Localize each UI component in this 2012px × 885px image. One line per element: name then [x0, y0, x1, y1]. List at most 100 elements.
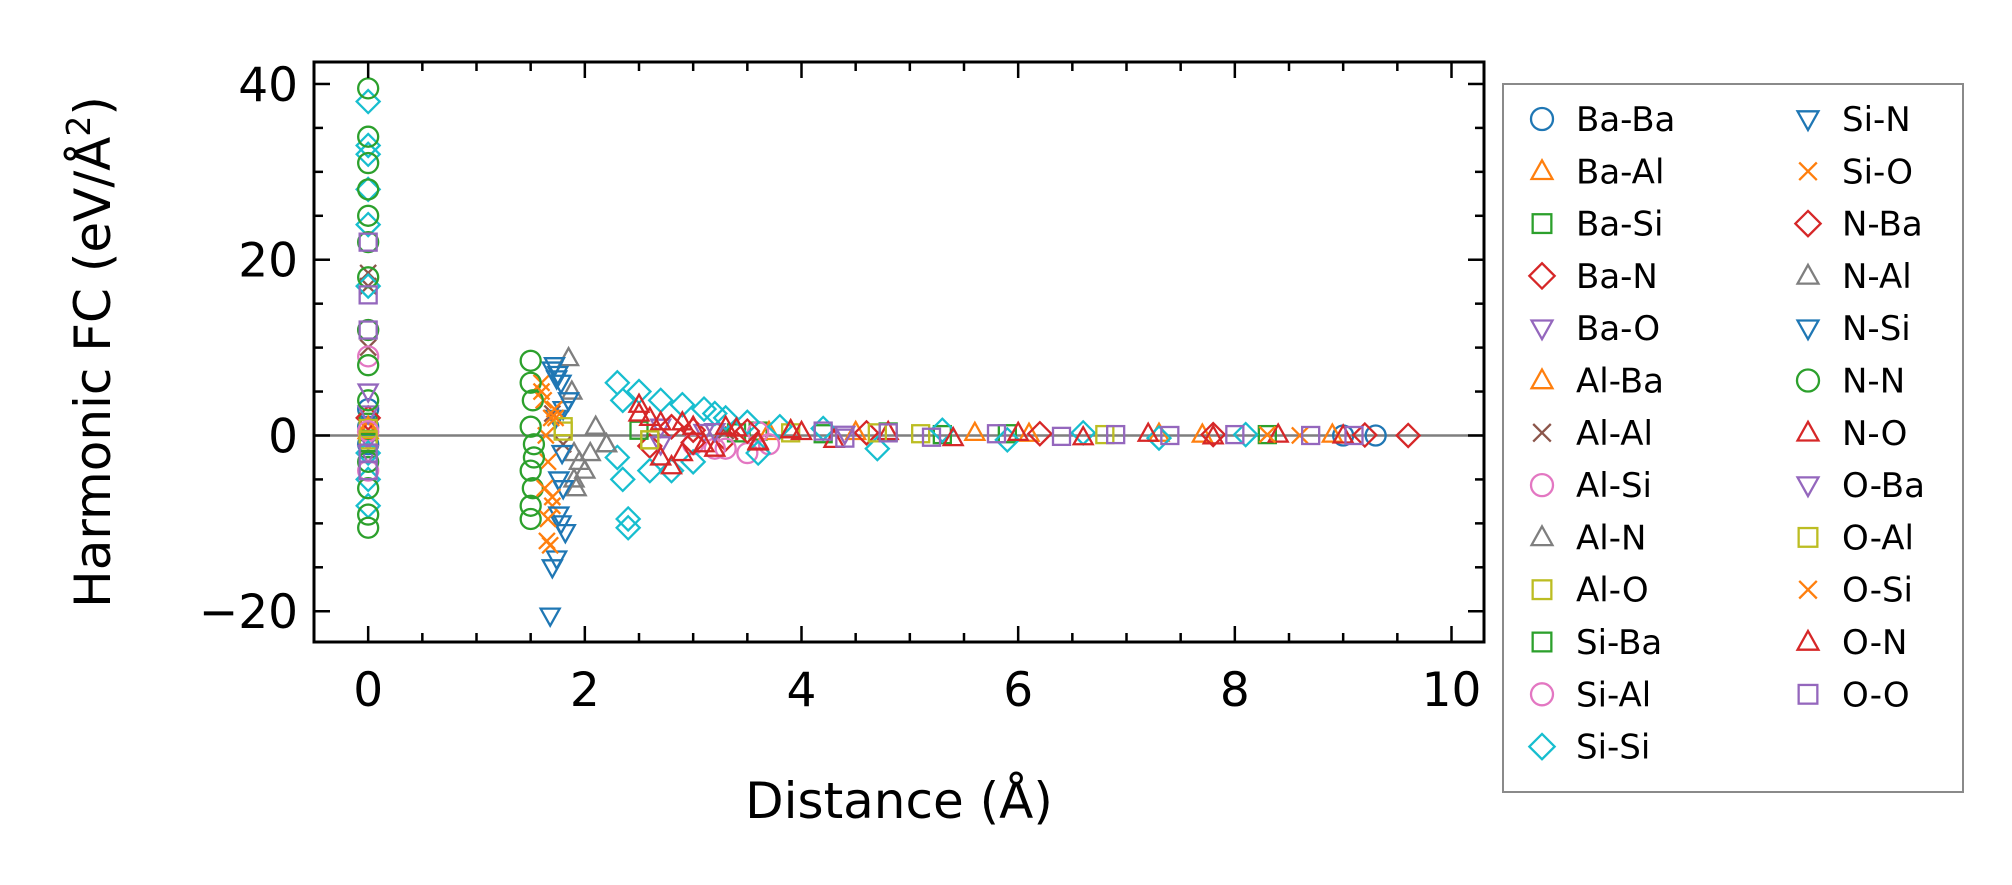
- legend-marker: [1531, 631, 1553, 653]
- legend: Ba-Ba Ba-Al Ba-Si Ba-N Ba-O Al-Ba Al-Al Al-Si Al…: [1502, 83, 1964, 793]
- legend-entry-o-al: O-Al: [1797, 518, 1914, 558]
- point-o-o: [813, 421, 833, 441]
- point-n-n: [519, 494, 542, 517]
- legend-entry-o-n: O-N: [1795, 623, 1907, 663]
- point-si-si: [615, 505, 642, 533]
- point-si-si: [355, 176, 382, 203]
- point-o-n: [670, 409, 694, 431]
- point-o-o: [1051, 426, 1072, 447]
- legend-entry-n-al: N-Al: [1795, 257, 1912, 297]
- series-o-n: [627, 401, 813, 466]
- point-o-al: [867, 423, 887, 443]
- point-o-o: [358, 460, 378, 481]
- legend-label: Ba-Ba: [1576, 100, 1675, 140]
- point-n-si: [557, 392, 581, 413]
- axis-ticks: [314, 62, 1484, 642]
- point-al-o: [781, 423, 801, 443]
- series-n-al: [562, 414, 618, 488]
- plot-frame: [312, 60, 1486, 644]
- x-tick-label: 0: [353, 663, 383, 718]
- series-o-o: [358, 232, 1364, 481]
- legend-label: Si-Al: [1576, 675, 1651, 715]
- point-n-n: [519, 507, 542, 531]
- legend-entry-o-si: O-Si: [1798, 571, 1913, 611]
- point-n-n: [357, 450, 380, 473]
- legend-entry-si-n: Si-N: [1795, 100, 1911, 140]
- point-n-o: [627, 392, 651, 413]
- legend-marker: [1529, 472, 1555, 498]
- point-si-si: [994, 426, 1021, 454]
- point-n-ba: [853, 419, 880, 446]
- point-n-o: [1071, 424, 1095, 446]
- legend-marker: [1793, 209, 1823, 238]
- point-si-si: [929, 417, 956, 444]
- legend-entry-o-o: O-O: [1797, 675, 1910, 715]
- data-markers: [355, 77, 1422, 628]
- legend-entry-al-al: Al-Al: [1532, 414, 1653, 454]
- legend-marker: [1795, 368, 1821, 393]
- y-tick-label: 40: [238, 58, 298, 113]
- legend-label: Al-Al: [1576, 414, 1653, 454]
- legend-marker: [1795, 262, 1821, 285]
- legend-label: Al-O: [1576, 571, 1649, 611]
- legend-marker: [1529, 157, 1555, 181]
- point-n-n: [522, 446, 546, 469]
- point-o-al: [640, 430, 660, 450]
- x-tick-label: 8: [1220, 663, 1250, 718]
- legend-marker: [1529, 682, 1555, 707]
- legend-entry-si-o: Si-O: [1798, 152, 1913, 192]
- legend-entry-n-ba: N-Ba: [1793, 205, 1923, 245]
- y-tick-label: 20: [238, 234, 298, 289]
- point-o-o: [878, 423, 898, 443]
- point-al-si: [357, 345, 380, 368]
- point-o-si: [1291, 426, 1309, 445]
- legend-label: Al-Si: [1576, 466, 1652, 506]
- point-n-o: [876, 419, 900, 441]
- point-si-si: [355, 88, 382, 115]
- point-si-si: [609, 387, 636, 414]
- point-n-n: [521, 477, 544, 500]
- legend-label: Si-O: [1842, 152, 1913, 192]
- point-n-o: [822, 427, 846, 449]
- point-n-n: [357, 231, 380, 254]
- legend-marker: [1531, 579, 1553, 601]
- point-o-al: [553, 417, 573, 437]
- legend-marker: [1531, 213, 1553, 235]
- point-si-si: [680, 448, 707, 475]
- legend-label: O-Si: [1842, 571, 1913, 611]
- point-n-ba: [1200, 421, 1227, 448]
- point-n-ba: [1026, 420, 1053, 447]
- point-ba-o: [356, 444, 380, 466]
- legend-entry-ba-ba: Ba-Ba: [1529, 100, 1675, 140]
- series-n-si: [540, 361, 581, 527]
- point-o-al: [358, 430, 378, 450]
- point-n-n: [357, 125, 380, 148]
- point-n-o: [670, 440, 694, 462]
- legend-label: O-N: [1842, 623, 1907, 663]
- legend-entry-al-si: Al-Si: [1529, 466, 1652, 506]
- legend-entry-ba-o: Ba-O: [1529, 309, 1660, 349]
- point-si-n: [550, 444, 574, 466]
- point-n-n: [519, 349, 542, 372]
- legend-box: [1502, 83, 1964, 793]
- legend-marker: [1798, 580, 1818, 600]
- y-tick-label: 0: [268, 409, 298, 464]
- point-si-si: [734, 409, 761, 436]
- point-o-o: [358, 285, 378, 305]
- legend-marker: [1798, 161, 1818, 181]
- legend-marker: [1529, 319, 1555, 342]
- point-n-ba: [1395, 422, 1422, 449]
- point-ba-n: [355, 404, 382, 432]
- point-o-si: [543, 488, 562, 506]
- legend-marker: [1795, 419, 1821, 442]
- point-n-o: [1266, 422, 1290, 443]
- legend-label: N-N: [1842, 362, 1905, 402]
- point-o-o: [921, 427, 942, 447]
- point-o-o: [1225, 424, 1245, 445]
- point-o-ba: [833, 425, 857, 447]
- point-si-si: [636, 457, 663, 484]
- point-ba-al: [1320, 422, 1344, 443]
- point-al-o: [911, 424, 931, 444]
- point-al-al: [359, 338, 377, 357]
- point-o-o: [1301, 425, 1321, 446]
